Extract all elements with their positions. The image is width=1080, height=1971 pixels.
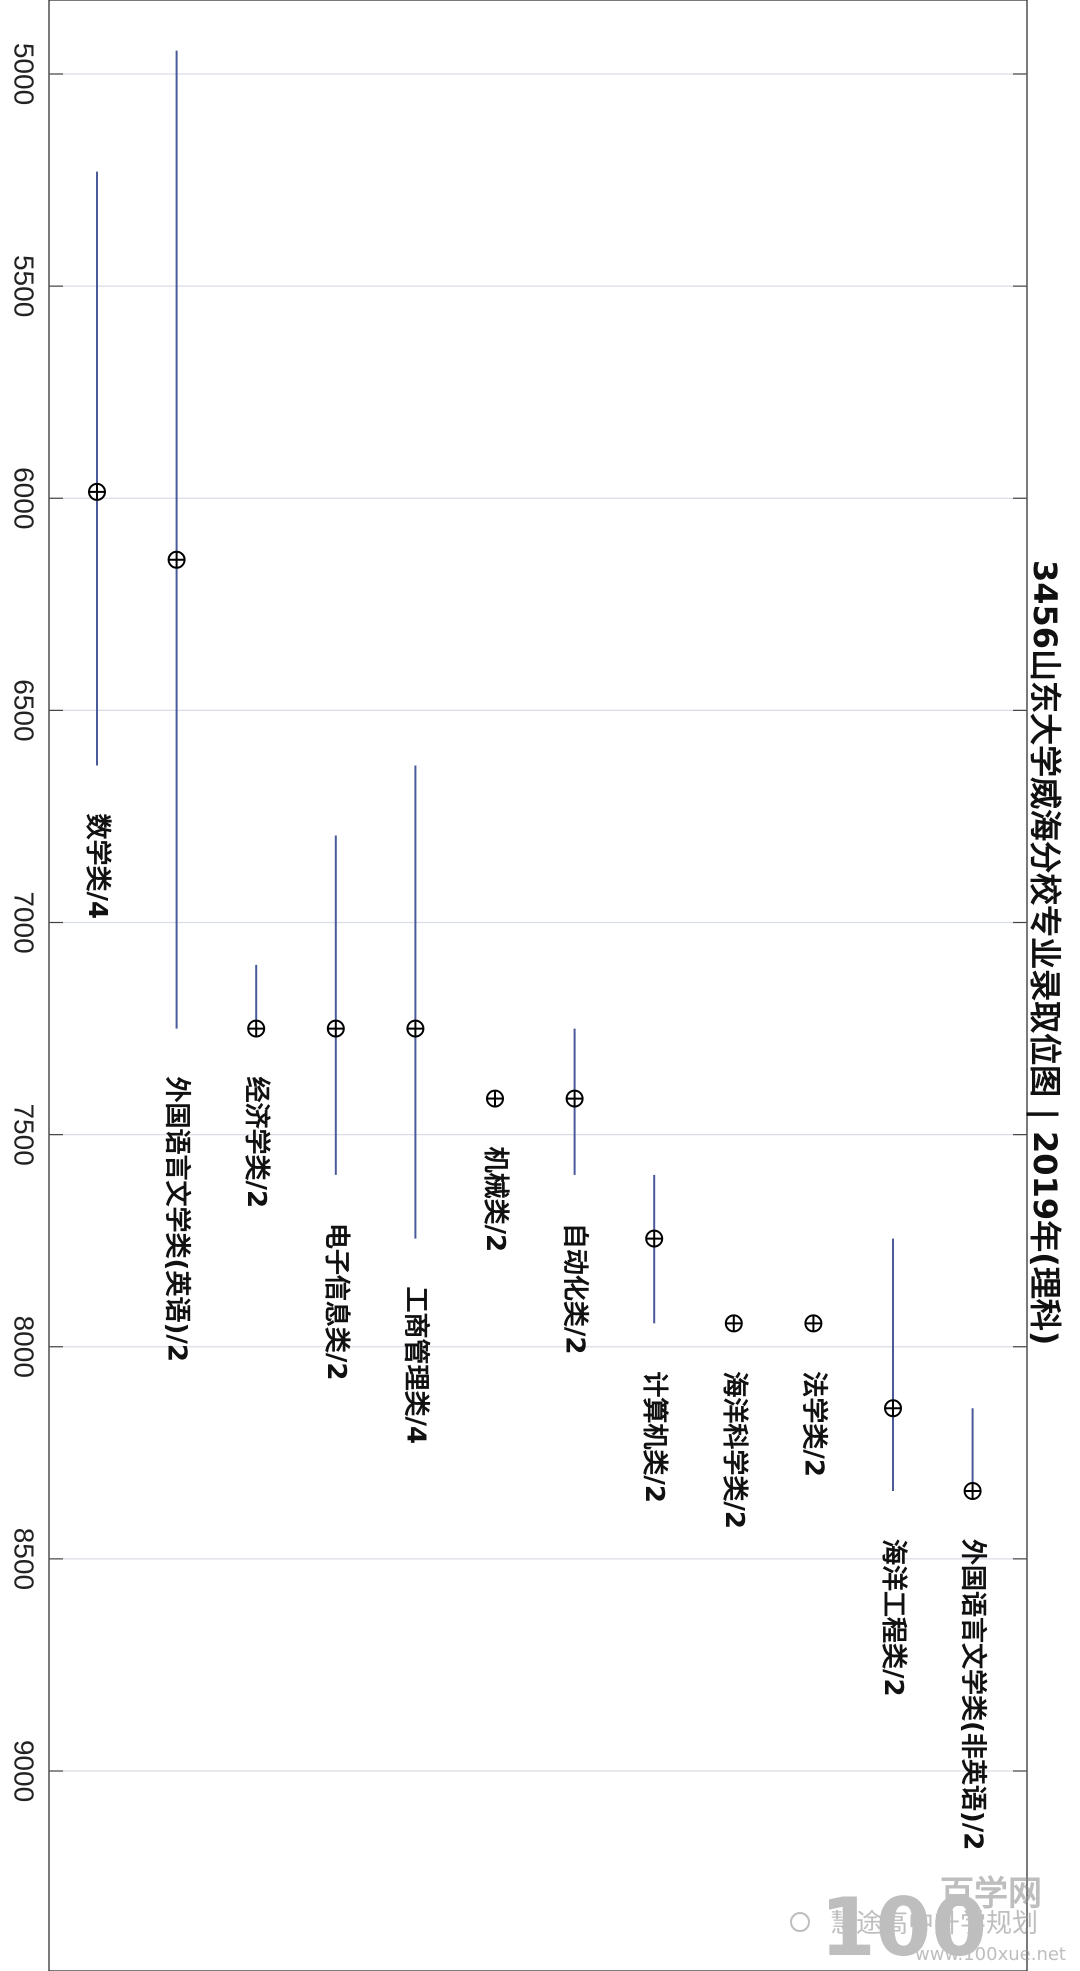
plot-area (48, 0, 1028, 1971)
y-tick-label: 6000 (9, 467, 40, 529)
y-tick-label: 8000 (9, 1316, 40, 1378)
category-label: 自动化类/2 (560, 1223, 591, 1355)
y-tick-label: 7500 (9, 1103, 40, 1165)
category-labels: 数学类/4 外国语言文学类(英语)/2 经济学类/2 电子信息类/2 工商管理类/4 机械… (82, 814, 989, 1851)
y-axis-ticks: 5000 5500 6000 6500 7000 7500 8000 8500 9000 (9, 43, 40, 1802)
watermark-logo: 100 (820, 1881, 987, 1971)
category-label: 工商管理类/4 (400, 1287, 431, 1445)
category-label: 海洋科学类/2 (719, 1371, 750, 1529)
y-tick-label: 8500 (9, 1528, 40, 1590)
y-tick-label: 5000 (9, 43, 40, 105)
chart-title: 3456山东大学威海分校专业录取位图 | 2019年(理科) (1025, 560, 1064, 1345)
y-tick-label: 6500 (9, 679, 40, 741)
chart-title-group: 3456山东大学威海分校专业录取位图 | 2019年(理科) (1025, 560, 1064, 1345)
y-tick-label: 9000 (9, 1740, 40, 1802)
y-tick-label: 5500 (9, 255, 40, 317)
wechat-icon (790, 1912, 810, 1932)
watermark-wechat-name: 慧途高中升学规划 (830, 1909, 1038, 1939)
category-label: 外国语言文学类(非英语)/2 (958, 1539, 989, 1850)
data-series (88, 50, 982, 1500)
gridlines (49, 73, 1027, 1772)
y-tick-label: 7000 (9, 891, 40, 953)
category-label: 外国语言文学类(英语)/2 (162, 1077, 193, 1362)
category-label: 经济学类/2 (241, 1077, 272, 1209)
category-label: 法学类/2 (798, 1371, 829, 1477)
watermark: 100 百学网 慧途高中升学规划 www.100xue.net (790, 1874, 1066, 1971)
category-label: 海洋工程类/2 (878, 1539, 909, 1697)
watermark-site-name: 百学网 (940, 1874, 1042, 1914)
category-label: 计算机类/2 (639, 1371, 670, 1503)
category-label: 机械类/2 (480, 1147, 510, 1253)
category-label: 数学类/4 (82, 814, 113, 920)
watermark-url: www.100xue.net (915, 1944, 1066, 1965)
category-label: 电子信息类/2 (321, 1223, 352, 1381)
